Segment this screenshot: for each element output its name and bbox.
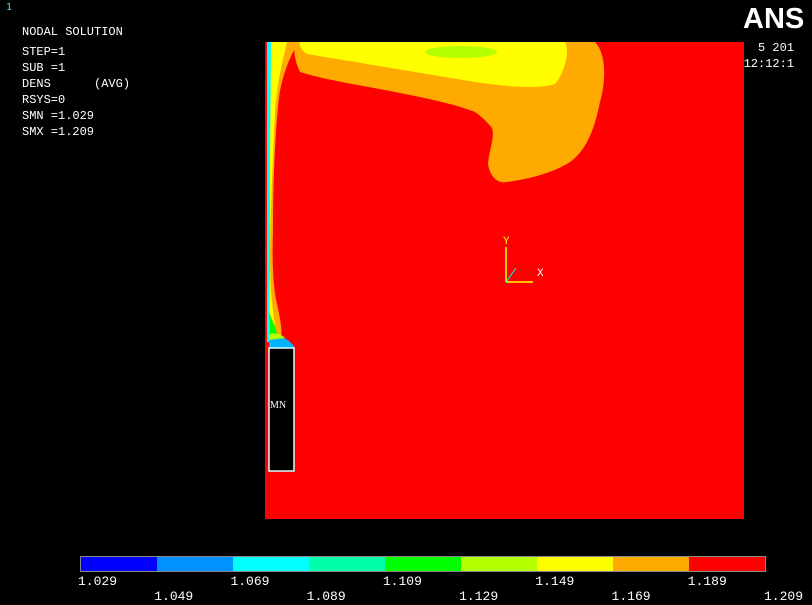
- legend-segment: [81, 557, 157, 571]
- legend-tick-bottom: 1.049: [154, 589, 194, 604]
- legend-tick-bottom: 1.169: [611, 589, 651, 604]
- legend-tick-top: 1.029: [78, 574, 118, 589]
- contour-legend-bar: [80, 556, 766, 572]
- contour-region-orange-wall: [267, 42, 299, 342]
- coordinate-triad: Y X: [503, 236, 544, 283]
- legend-segment: [385, 557, 461, 571]
- legend-tick-bottom: 1.129: [459, 589, 499, 604]
- solution-info-block: NODAL SOLUTION STEP=1 SUB =1 DENS (AVG) …: [22, 24, 130, 140]
- contour-region-cyan-edge: [267, 42, 271, 342]
- legend-tick-top: 1.189: [687, 574, 727, 589]
- info-dens: DENS (AVG): [22, 77, 131, 91]
- triad-x-label: X: [537, 268, 544, 280]
- legend-tick-top: 1.149: [535, 574, 575, 589]
- ansys-logo: ANS: [743, 3, 812, 33]
- contour-region-lightgreen: [425, 46, 497, 58]
- contour-plot: MN Y X: [265, 42, 744, 519]
- legend-segment: [613, 557, 689, 571]
- nozzle-body: [268, 347, 295, 472]
- window-number: 1: [6, 2, 13, 13]
- legend-segment: [233, 557, 309, 571]
- legend-tick-top: 1.069: [230, 574, 270, 589]
- info-smn: SMN =1.029: [22, 109, 95, 123]
- legend-segment: [309, 557, 385, 571]
- min-label: MN: [270, 400, 286, 411]
- legend-segment: [689, 557, 765, 571]
- contour-plot-svg: MN Y X: [265, 42, 744, 519]
- legend-segment: [537, 557, 613, 571]
- legend-tick-bottom: 1.089: [306, 589, 346, 604]
- triad-y-label: Y: [503, 236, 510, 248]
- info-smx: SMX =1.209: [22, 125, 95, 139]
- legend-tick-top: 1.109: [382, 574, 422, 589]
- date-line-2: 12:12:1: [722, 57, 795, 71]
- contour-region-nozzle-tip-light: [269, 333, 285, 340]
- info-rsys: RSYS=0: [22, 93, 66, 107]
- info-step: STEP=1: [22, 45, 66, 59]
- contour-region-yellow-wall: [268, 42, 287, 332]
- info-sub: SUB =1: [22, 61, 66, 75]
- legend-segment: [461, 557, 537, 571]
- ansys-logo-graphic: ANS: [743, 3, 804, 33]
- contour-region-yellow: [299, 42, 567, 88]
- contour-region-nozzle-tip: [269, 336, 295, 348]
- info-title: NODAL SOLUTION: [22, 25, 123, 39]
- logo-text: ANS: [743, 3, 804, 33]
- legend-tick-bottom: 1.209: [764, 589, 804, 604]
- legend-segment: [157, 557, 233, 571]
